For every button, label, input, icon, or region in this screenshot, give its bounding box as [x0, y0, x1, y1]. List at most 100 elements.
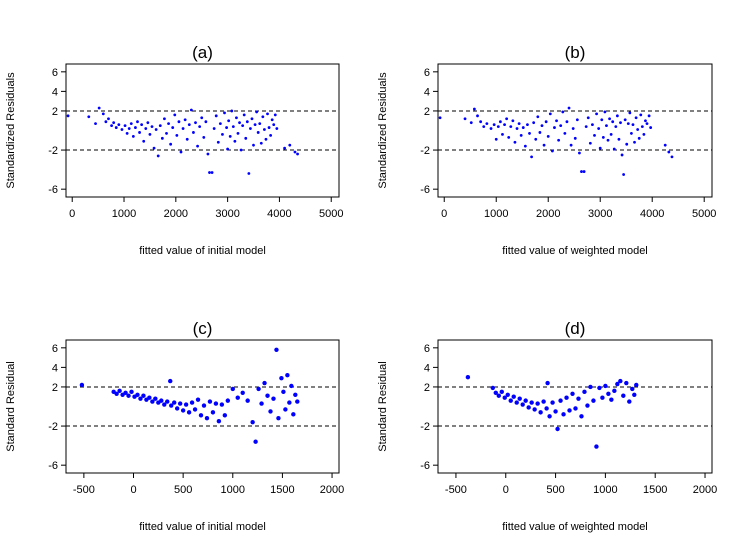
y-tick-label: -6 — [420, 460, 430, 472]
data-point — [126, 393, 131, 398]
data-point — [256, 386, 261, 392]
data-point — [608, 117, 611, 121]
x-tick-label: 1000 — [593, 484, 617, 496]
data-point — [267, 126, 271, 129]
chart-title: (c) — [193, 319, 213, 338]
x-tick-label: 4000 — [267, 208, 291, 220]
data-point — [561, 110, 565, 114]
x-tick-label: 5000 — [692, 208, 716, 220]
data-point — [617, 137, 621, 141]
data-point — [540, 124, 544, 128]
data-point — [438, 116, 442, 120]
data-point — [606, 391, 611, 396]
x-tick-label: 0 — [441, 208, 447, 220]
data-point — [179, 150, 183, 154]
data-point — [597, 385, 602, 391]
data-point — [624, 380, 629, 386]
data-point — [557, 138, 561, 142]
data-point — [186, 410, 192, 415]
data-point — [154, 128, 158, 131]
data-point — [283, 146, 287, 150]
data-point — [598, 146, 602, 150]
data-point — [536, 115, 540, 119]
data-point — [517, 396, 522, 401]
data-point — [168, 378, 173, 384]
data-point — [632, 392, 637, 397]
chart-title: (d) — [565, 319, 586, 338]
data-point — [570, 391, 575, 396]
data-point — [202, 135, 206, 139]
data-point — [189, 108, 193, 112]
data-point — [172, 400, 177, 405]
data-point — [94, 122, 97, 126]
data-point — [201, 403, 207, 408]
data-point — [144, 127, 148, 130]
data-point — [576, 396, 581, 401]
data-point — [494, 137, 498, 141]
data-point — [296, 152, 299, 156]
data-point — [238, 121, 241, 125]
y-tick-label: 6 — [52, 343, 58, 355]
plot-frame — [65, 63, 340, 198]
data-point — [521, 126, 525, 129]
data-point — [228, 134, 232, 138]
data-point — [503, 123, 506, 127]
data-point — [210, 171, 214, 174]
data-point — [112, 121, 116, 125]
data-point — [519, 133, 523, 137]
data-point — [114, 126, 118, 129]
data-point — [627, 399, 632, 404]
data-point — [247, 172, 251, 175]
data-point — [513, 140, 517, 144]
panel-a: 0 1000 2000 3000 4000 5000 6 4 2 -2 -6 (a) fitted va… — [5, 43, 343, 257]
data-point — [532, 121, 536, 125]
data-point — [585, 403, 590, 408]
data-point — [244, 136, 248, 140]
data-point — [625, 142, 629, 146]
data-point — [242, 113, 246, 117]
data-point — [573, 406, 578, 411]
data-point — [630, 386, 635, 392]
data-point — [262, 380, 267, 386]
chart-title: (b) — [565, 43, 586, 62]
y-tick-label: 6 — [52, 67, 58, 79]
data-point — [183, 118, 187, 122]
data-point — [181, 127, 185, 130]
data-point — [223, 111, 226, 115]
data-point — [194, 121, 197, 125]
data-point — [148, 133, 152, 136]
data-point — [546, 134, 550, 138]
data-point — [465, 374, 471, 380]
data-point — [508, 398, 513, 403]
data-point — [165, 132, 168, 135]
data-point — [142, 139, 146, 143]
data-point — [273, 113, 277, 117]
y-tick-label: 2 — [52, 106, 58, 118]
y-tick-label: 2 — [52, 382, 58, 394]
data-point — [279, 375, 284, 381]
data-point — [614, 125, 618, 128]
data-point — [225, 398, 231, 403]
data-point — [542, 143, 546, 147]
data-point — [588, 384, 593, 390]
data-point — [104, 120, 108, 124]
x-tick-label: 1500 — [270, 484, 294, 496]
y-axis-label: Standard Residual — [5, 361, 17, 452]
data-point — [222, 413, 228, 418]
x-tick-label: 2000 — [320, 484, 344, 496]
data-point — [114, 391, 119, 396]
data-point — [580, 170, 583, 173]
data-point — [606, 138, 610, 142]
data-point — [187, 123, 191, 127]
data-point — [245, 120, 249, 124]
data-point — [206, 152, 210, 156]
data-point — [253, 123, 257, 127]
x-tick-label: 1000 — [484, 208, 508, 220]
y-tick-label: 2 — [424, 382, 430, 394]
data-point — [538, 410, 543, 415]
data-point — [239, 148, 243, 152]
data-point — [195, 397, 201, 402]
data-point — [633, 140, 636, 144]
x-axis-label: fitted value of weighted model — [502, 245, 648, 257]
data-point — [579, 414, 584, 419]
